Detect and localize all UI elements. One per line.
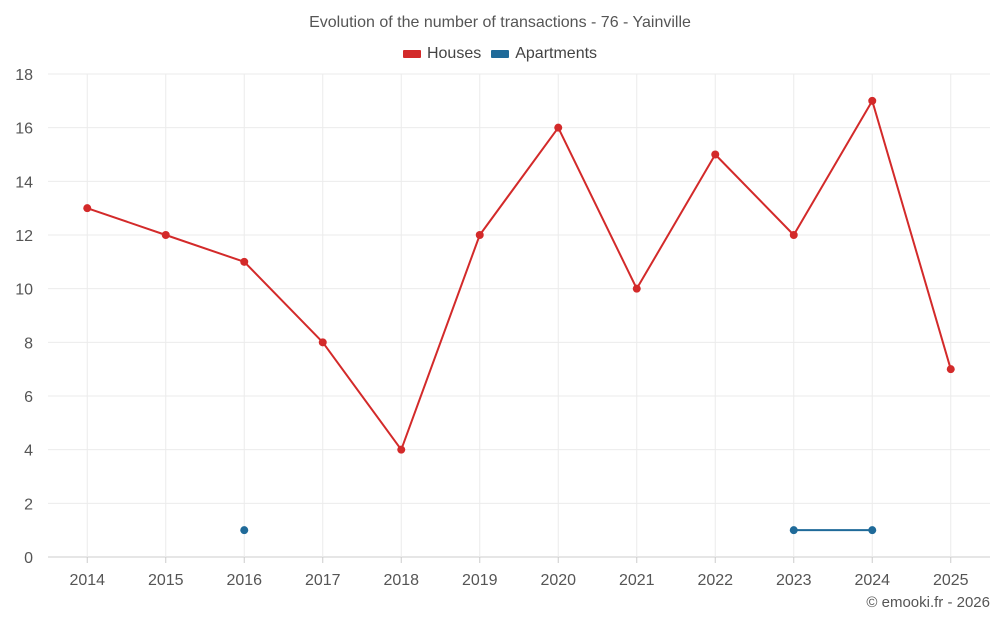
series-line-houses — [321, 341, 403, 451]
x-tick-label: 2024 — [854, 572, 890, 589]
x-tick-label: 2015 — [148, 572, 184, 589]
series-line-houses — [478, 126, 560, 236]
legend-label-houses: Houses — [426, 45, 482, 62]
series-line-houses — [635, 153, 717, 290]
series-line-houses — [714, 153, 795, 236]
x-tick-label: 2022 — [697, 572, 733, 589]
y-tick-label: 10 — [15, 282, 33, 299]
x-tick-label: 2016 — [226, 572, 262, 589]
legend-item-houses[interactable]: Houses — [402, 45, 482, 63]
x-tick-label: 2020 — [540, 572, 576, 589]
y-tick-label: 14 — [15, 174, 33, 191]
legend-item-apartments[interactable]: Apartments — [491, 45, 597, 63]
series-line-houses — [243, 260, 324, 344]
data-point-houses — [475, 231, 484, 239]
y-tick-label: 0 — [24, 550, 33, 567]
y-tick-label: 12 — [15, 228, 33, 245]
series-line-houses — [86, 207, 167, 236]
data-point-houses — [789, 231, 798, 239]
y-tick-label: 8 — [24, 335, 33, 352]
x-tick-label: 2025 — [933, 572, 969, 589]
series-line-houses — [557, 126, 638, 290]
series-line-houses — [792, 99, 874, 236]
legend: Houses Apartments — [0, 45, 1000, 63]
y-tick-label: 16 — [15, 121, 33, 138]
data-point-houses — [554, 123, 563, 132]
series-line-houses — [164, 234, 246, 263]
data-point-apartments — [868, 526, 877, 535]
series-line-houses — [400, 234, 481, 451]
series-line-houses — [871, 99, 952, 371]
data-point-apartments — [240, 526, 249, 535]
data-point-houses — [946, 365, 955, 374]
data-point-houses — [318, 338, 327, 347]
y-tick-label: 6 — [24, 389, 33, 406]
x-tick-label: 2018 — [383, 572, 419, 589]
y-tick-label: 2 — [24, 496, 33, 513]
data-point-houses — [161, 231, 170, 239]
x-tick-label: 2023 — [776, 572, 812, 589]
x-tick-label: 2014 — [69, 572, 105, 589]
chart-title: Evolution of the number of transactions … — [309, 14, 691, 31]
data-point-houses — [632, 284, 641, 293]
x-tick-label: 2017 — [305, 572, 341, 589]
legend-swatch-houses — [402, 50, 421, 58]
data-point-apartments — [789, 526, 798, 535]
data-point-houses — [868, 96, 877, 105]
y-tick-label: 4 — [24, 443, 33, 460]
data-point-houses — [240, 257, 249, 266]
legend-swatch-apartments — [491, 50, 510, 58]
data-point-houses — [711, 150, 720, 159]
data-point-houses — [397, 445, 406, 454]
x-tick-label: 2019 — [462, 572, 498, 589]
data-point-houses — [83, 204, 92, 213]
credit-text: © emooki.fr - 2026 — [866, 594, 990, 611]
y-tick-label: 18 — [15, 67, 33, 84]
legend-label-apartments: Apartments — [515, 45, 598, 62]
x-tick-label: 2021 — [619, 572, 655, 589]
